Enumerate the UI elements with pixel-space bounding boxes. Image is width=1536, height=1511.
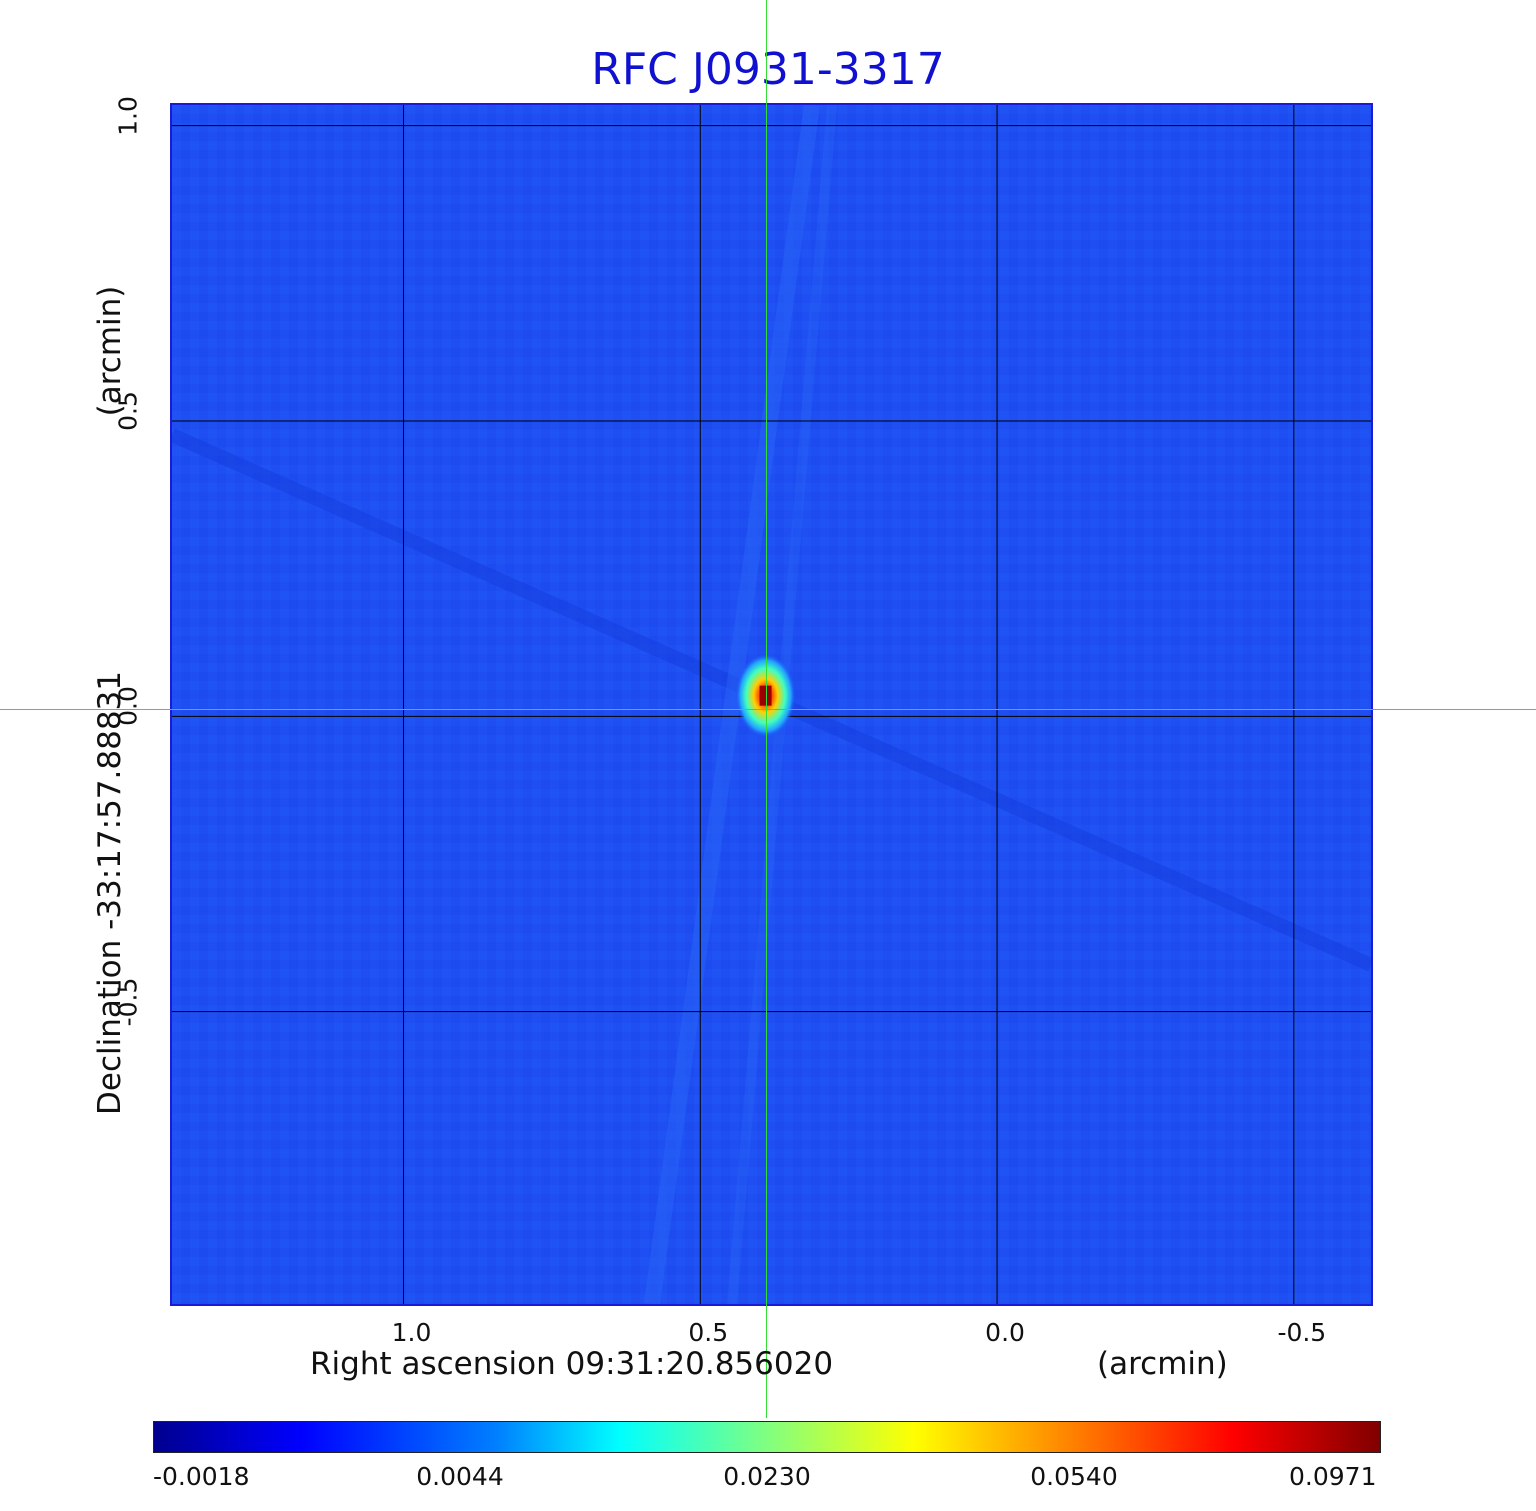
y-axis-label: Declination -33:17:57.88831 xyxy=(92,671,128,1115)
source-peak xyxy=(735,653,796,738)
colorbar-tick-label: 0.0230 xyxy=(723,1462,811,1491)
colorbar-tick-label: 0.0044 xyxy=(416,1462,504,1491)
sky-image-plot[interactable] xyxy=(170,103,1373,1306)
colorbar-tick-label: -0.0018 xyxy=(153,1462,250,1491)
chart-title: RFC J0931-3317 xyxy=(591,44,945,95)
colorbar-tick-label: 0.0971 xyxy=(1289,1462,1377,1491)
y-axis-unit: (arcmin) xyxy=(92,285,128,417)
x-tick-label: -0.5 xyxy=(1277,1318,1327,1347)
crosshair-horizontal xyxy=(0,709,1536,710)
sky-image xyxy=(172,105,1371,1304)
x-axis-label: Right ascension 09:31:20.856020 xyxy=(310,1346,834,1382)
x-tick-label: 0.0 xyxy=(985,1318,1025,1347)
source-core xyxy=(759,685,772,706)
x-tick-label: 0.5 xyxy=(688,1318,729,1347)
colorbar-tick-label: 0.0540 xyxy=(1030,1462,1118,1491)
x-tick-label: 1.0 xyxy=(391,1318,432,1347)
x-axis-unit: (arcmin) xyxy=(1097,1346,1228,1382)
colorbar xyxy=(153,1421,1381,1453)
y-tick-label: 1.0 xyxy=(113,95,143,136)
